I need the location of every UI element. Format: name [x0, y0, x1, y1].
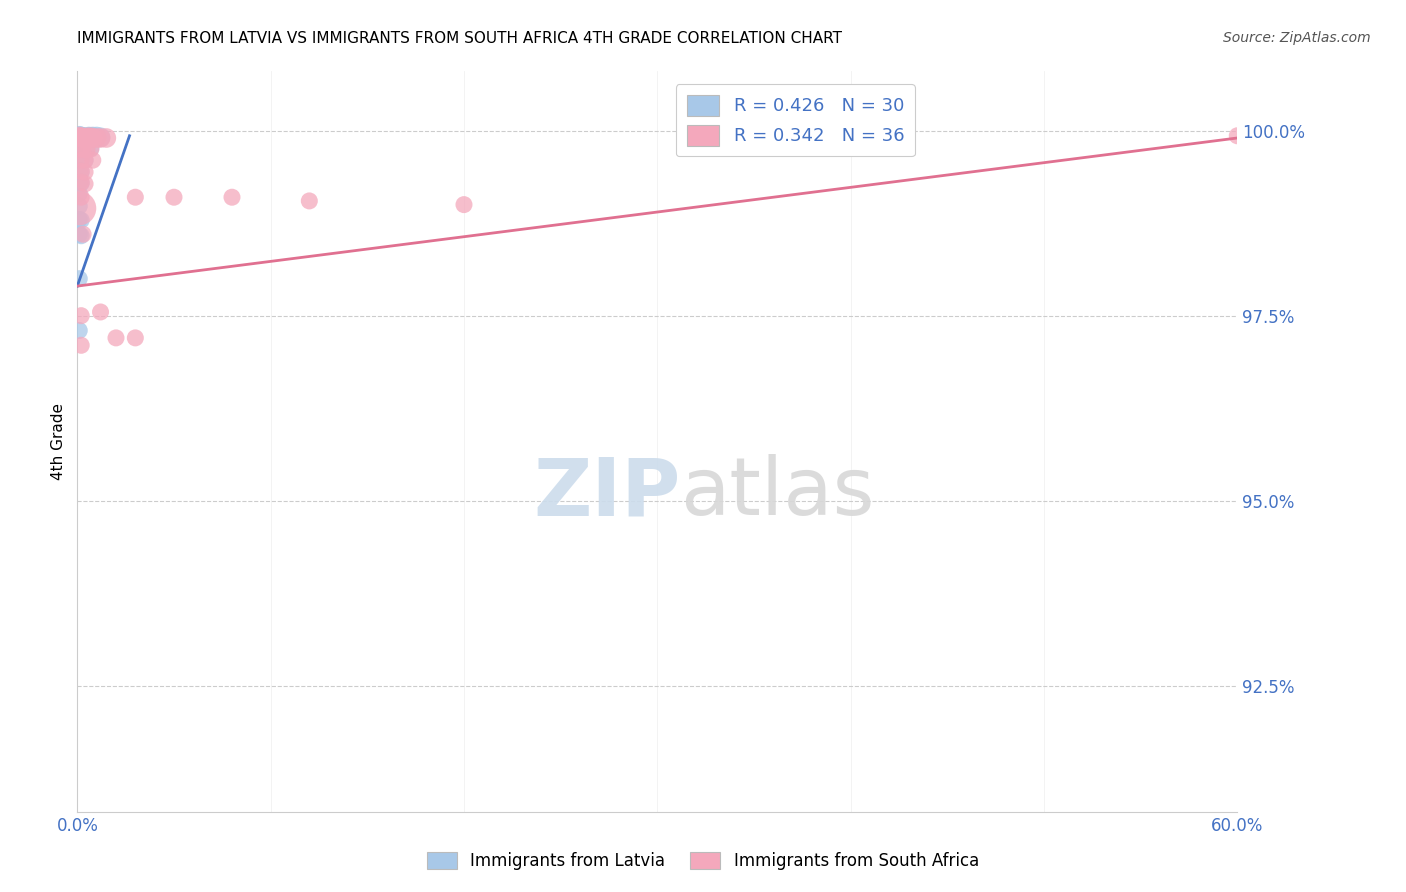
Point — [67, 128, 90, 143]
Text: atlas: atlas — [681, 454, 875, 533]
Y-axis label: 4th Grade: 4th Grade — [51, 403, 66, 480]
Point — [80, 130, 103, 145]
Point — [77, 129, 100, 144]
Point — [75, 153, 96, 168]
Point — [76, 143, 98, 157]
Point — [72, 131, 94, 145]
Point — [70, 129, 93, 144]
Point — [86, 131, 108, 145]
Point — [76, 140, 98, 154]
Point — [105, 331, 127, 345]
Point — [163, 190, 186, 204]
Point — [90, 131, 111, 145]
Point — [67, 164, 90, 178]
Point — [75, 131, 96, 145]
Point — [80, 130, 103, 145]
Point — [67, 202, 90, 216]
Point — [70, 141, 93, 155]
Point — [298, 194, 321, 208]
Point — [67, 324, 90, 338]
Point — [75, 153, 96, 168]
Text: Source: ZipAtlas.com: Source: ZipAtlas.com — [1223, 31, 1371, 45]
Point — [453, 197, 475, 211]
Point — [90, 305, 111, 319]
Point — [67, 199, 90, 213]
Point — [70, 190, 93, 204]
Point — [67, 186, 90, 201]
Point — [80, 142, 103, 156]
Legend: Immigrants from Latvia, Immigrants from South Africa: Immigrants from Latvia, Immigrants from … — [420, 845, 986, 877]
Point — [70, 338, 93, 352]
Point — [67, 271, 90, 285]
Point — [82, 131, 104, 145]
Point — [70, 309, 93, 323]
Legend: R = 0.426   N = 30, R = 0.342   N = 36: R = 0.426 N = 30, R = 0.342 N = 36 — [676, 84, 915, 156]
Point — [70, 164, 93, 178]
Point — [75, 165, 96, 179]
Point — [1226, 128, 1249, 143]
Point — [76, 130, 98, 145]
Point — [70, 176, 93, 190]
Point — [90, 130, 111, 145]
Point — [124, 331, 146, 345]
Point — [67, 212, 90, 227]
Point — [76, 130, 98, 145]
Point — [124, 190, 146, 204]
Point — [70, 213, 93, 227]
Point — [72, 142, 94, 156]
Point — [67, 227, 90, 242]
Point — [72, 130, 94, 145]
Text: IMMIGRANTS FROM LATVIA VS IMMIGRANTS FROM SOUTH AFRICA 4TH GRADE CORRELATION CHA: IMMIGRANTS FROM LATVIA VS IMMIGRANTS FRO… — [77, 31, 842, 46]
Point — [70, 143, 93, 157]
Point — [221, 190, 243, 204]
Point — [80, 141, 103, 155]
Point — [70, 130, 93, 145]
Point — [67, 176, 90, 190]
Point — [96, 131, 118, 145]
Point — [75, 177, 96, 191]
Point — [70, 176, 93, 190]
Point — [67, 129, 90, 144]
Point — [72, 142, 94, 156]
Point — [72, 227, 94, 242]
Point — [86, 129, 108, 144]
Point — [82, 129, 104, 144]
Point — [77, 131, 100, 145]
Point — [67, 142, 90, 156]
Point — [70, 153, 93, 168]
Point — [70, 165, 93, 179]
Point — [70, 228, 93, 243]
Point — [67, 153, 90, 168]
Text: ZIP: ZIP — [533, 454, 681, 533]
Point — [82, 153, 104, 168]
Point — [75, 131, 96, 145]
Point — [70, 153, 93, 167]
